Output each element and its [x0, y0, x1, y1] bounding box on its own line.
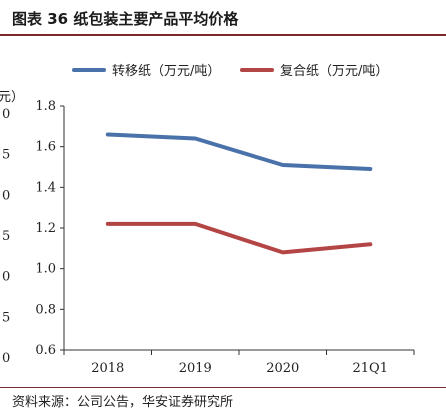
x-axis-ticks: 2018 2019 2020 21Q1 [63, 350, 415, 376]
series-line-2 [105, 221, 373, 255]
y-tick-label: 1.6 [35, 140, 56, 155]
series-line-1 [105, 132, 373, 171]
x-tick-label: 21Q1 [353, 361, 388, 376]
x-tick-label: 2018 [91, 361, 124, 376]
left-partial-tick-label: 5 [2, 310, 10, 325]
source-divider [0, 387, 446, 388]
x-tick-label: 2019 [179, 361, 212, 376]
y-axis-ticks: 0.6 0.8 1.0 1.2 1.4 1.6 1.8 [35, 99, 64, 358]
y-tick-label: 1.8 [35, 99, 56, 114]
chart-axes [63, 106, 414, 351]
y-tick-label: 0.6 [35, 343, 56, 358]
left-partial-tick-label: 0 [2, 351, 10, 366]
chart-series [105, 132, 373, 255]
left-partial-tick-label: 5 [2, 148, 10, 163]
left-partial-axis-label: 元） [0, 90, 24, 105]
x-tick-label: 2020 [266, 361, 299, 376]
left-partial-tick-label: 0 [2, 107, 10, 122]
left-partial-tick-label: 0 [2, 188, 10, 203]
source-note: 资料来源：公司公告，华安证券研究所 [12, 395, 234, 410]
y-tick-label: 1.0 [35, 262, 56, 277]
chart-legend: 转移纸（万元/吨） 复合纸（万元/吨） [72, 64, 388, 79]
title-divider [0, 34, 446, 36]
legend-label-2: 复合纸（万元/吨） [280, 64, 388, 79]
y-tick-label: 0.8 [35, 302, 56, 317]
legend-label-1: 转移纸（万元/吨） [112, 64, 220, 79]
line-chart: 0 5 0 5 0 5 0 元） 0.6 0.8 1.0 1.2 1.4 1.6 1.8 2018 2019… [0, 64, 415, 376]
figure-title: 图表 36 纸包装主要产品平均价格 [12, 10, 239, 28]
left-partial-tick-label: 0 [2, 270, 10, 285]
left-partial-tick-label: 5 [2, 229, 10, 244]
left-axis-partial: 0 5 0 5 0 5 0 元） [0, 90, 24, 366]
y-tick-label: 1.4 [35, 180, 56, 195]
y-tick-label: 1.2 [35, 221, 56, 236]
